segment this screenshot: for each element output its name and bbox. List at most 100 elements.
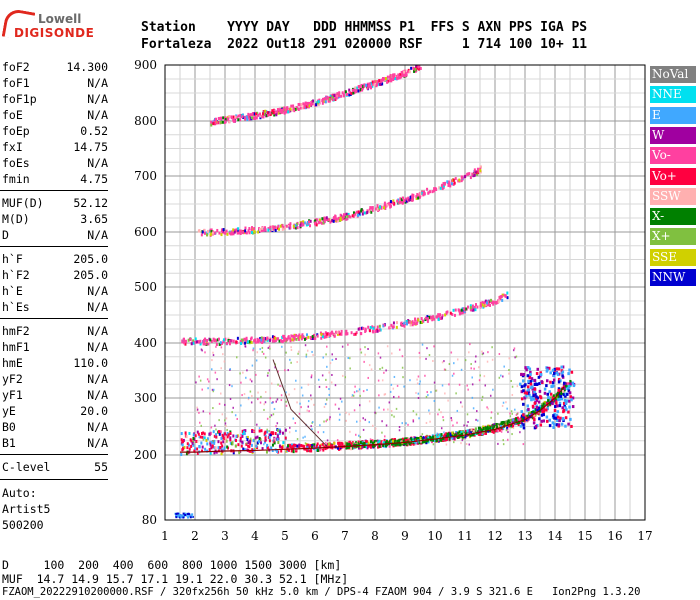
echo-point	[568, 368, 571, 372]
echo-point	[223, 437, 226, 441]
echo-point	[282, 225, 285, 229]
echo-point	[542, 413, 545, 417]
echo-point	[282, 108, 285, 112]
echo-point	[355, 433, 357, 436]
echo-point	[414, 67, 417, 71]
echo-point	[383, 203, 386, 207]
echo-point	[567, 422, 570, 426]
echo-point	[487, 351, 489, 354]
echo-point	[444, 313, 447, 317]
echo-point	[187, 443, 190, 447]
echo-point	[299, 223, 302, 227]
echo-point	[377, 440, 380, 444]
echo-point	[426, 347, 428, 350]
echo-point	[364, 346, 366, 349]
echo-point	[360, 351, 363, 354]
file-info-row: FZAOM_20222910200000.RSF / 320fx256h 50 …	[2, 586, 641, 598]
echo-point	[268, 433, 271, 437]
echo-point	[359, 440, 362, 444]
echo-point	[426, 315, 429, 319]
echo-point	[525, 418, 528, 422]
echo-point	[339, 218, 342, 222]
echo-point	[511, 393, 514, 396]
echo-point	[458, 309, 461, 313]
echo-point	[263, 443, 265, 446]
echo-point	[347, 214, 350, 218]
echo-point	[296, 361, 298, 364]
echo-point	[231, 442, 234, 446]
echo-point	[260, 441, 263, 445]
echo-point	[549, 398, 552, 402]
echo-point	[287, 444, 290, 448]
echo-point	[258, 429, 261, 433]
echo-point	[409, 323, 412, 327]
echo-point	[254, 436, 257, 440]
echo-point	[226, 428, 228, 431]
echo-point	[231, 232, 234, 236]
echo-point	[254, 112, 257, 116]
echo-point	[338, 441, 341, 445]
echo-point	[203, 432, 206, 436]
echo-point	[323, 405, 326, 408]
echo-point	[240, 433, 242, 436]
echo-point	[274, 228, 277, 232]
echo-point	[305, 333, 308, 337]
echo-point	[309, 444, 312, 448]
echo-point	[411, 320, 414, 324]
echo-point	[364, 353, 366, 356]
echo-point	[385, 440, 388, 444]
echo-point	[218, 432, 221, 436]
echo-point	[359, 436, 362, 439]
echo-point	[392, 201, 395, 205]
echo-point	[449, 311, 452, 315]
echo-point	[289, 222, 292, 226]
echo-point	[261, 115, 264, 119]
echo-point	[378, 406, 380, 409]
echo-point	[378, 82, 381, 86]
echo-point	[540, 419, 543, 423]
echo-point	[419, 66, 422, 70]
echo-point	[491, 358, 494, 361]
echo-point	[393, 77, 396, 81]
echo-point	[526, 404, 529, 408]
echo-point	[243, 337, 246, 341]
echo-point	[192, 433, 195, 437]
echo-point	[565, 408, 568, 412]
echo-point	[216, 228, 219, 232]
echo-point	[220, 436, 223, 440]
echo-point	[409, 379, 411, 382]
echo-point	[366, 210, 369, 214]
echo-point	[477, 426, 480, 430]
param-foe: foE N/A	[2, 108, 108, 124]
echo-point	[429, 315, 432, 319]
echo-point	[256, 111, 259, 115]
echo-point	[224, 403, 226, 406]
echo-point	[200, 441, 203, 445]
echo-point	[466, 172, 469, 176]
echo-point	[256, 441, 259, 445]
echo-point	[264, 401, 267, 404]
param-value: 205.0	[73, 252, 108, 266]
echo-point	[215, 450, 218, 454]
echo-point	[352, 211, 355, 215]
echo-point	[222, 434, 225, 438]
echo-point	[202, 436, 205, 439]
param-name: yF1	[2, 388, 23, 402]
echo-point	[264, 228, 267, 232]
echo-point	[306, 220, 309, 224]
echo-point	[310, 102, 313, 106]
echo-point	[250, 401, 253, 404]
echo-point	[256, 423, 258, 426]
echo-point	[202, 431, 205, 435]
echo-point	[555, 423, 559, 427]
echo-point	[340, 329, 343, 333]
echo-point	[190, 514, 193, 517]
echo-point	[558, 401, 562, 405]
echo-point	[441, 438, 444, 442]
echo-point	[288, 393, 290, 396]
echo-point	[550, 385, 553, 389]
echo-point	[407, 423, 409, 426]
echo-point	[290, 334, 293, 338]
echo-point	[536, 367, 540, 371]
echo-point	[344, 90, 347, 94]
